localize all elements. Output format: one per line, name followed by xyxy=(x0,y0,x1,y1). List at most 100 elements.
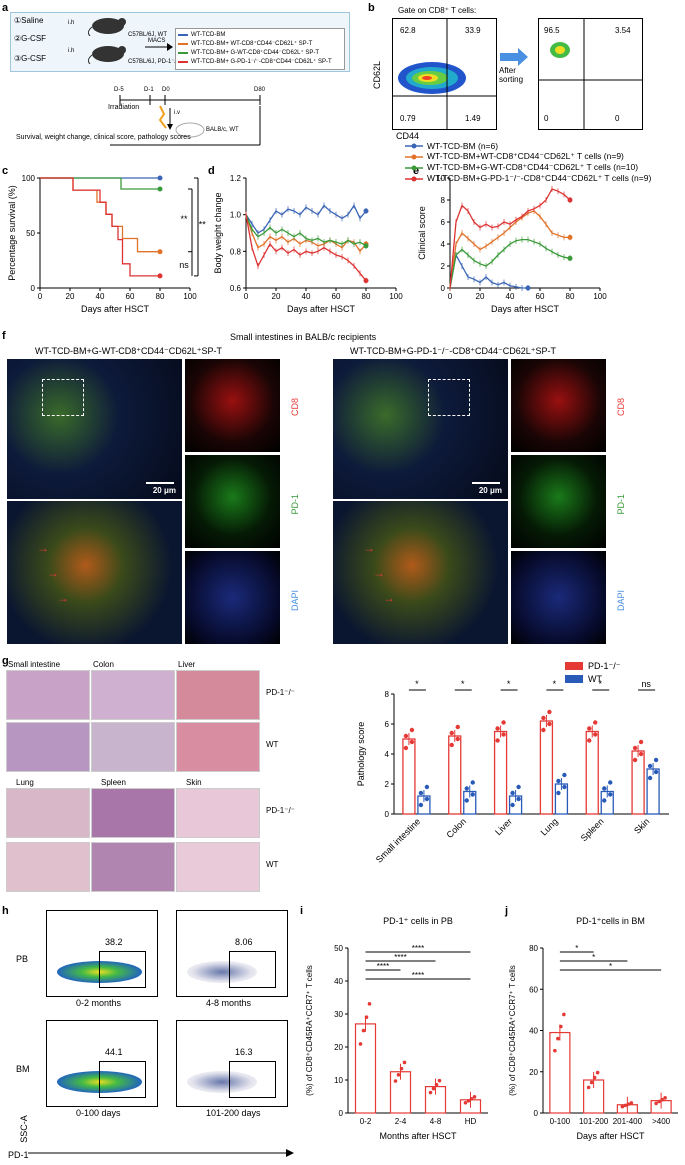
y-tick-label: 4 xyxy=(385,750,390,759)
mouse-icon-pd1 xyxy=(88,46,126,64)
data-point xyxy=(587,738,592,743)
data-point xyxy=(466,1098,471,1103)
y-tick-label: 6 xyxy=(441,218,446,227)
data-point xyxy=(638,739,644,745)
legend-entry: WT-TCD-BM (n=6) xyxy=(405,140,651,151)
x-tick-label: Skin xyxy=(632,816,651,835)
legend-swatch xyxy=(178,33,188,36)
channel-image-cd8 xyxy=(184,358,281,453)
mouse-icon-wt xyxy=(88,18,126,36)
series-endpoint xyxy=(363,278,369,284)
y-tick-label: 40 xyxy=(529,1027,538,1036)
data-point xyxy=(547,709,552,715)
cell-cloud xyxy=(187,961,257,983)
x-tick-label: HD xyxy=(465,1117,477,1126)
legend-text: WT-TCD-BM+ WT-CD8⁺CD44⁻CD62L⁺ SP-T xyxy=(191,41,313,47)
channel-image-dapi xyxy=(510,550,607,645)
x-tick-label: 60 xyxy=(536,292,545,301)
sig-annotation: **** xyxy=(377,962,389,971)
pd1-flow-panel: PB BM SSC-A PD-1 38.2 0-2 months 8.06 4-8 month… xyxy=(6,910,301,1165)
time-label: 0-2 months xyxy=(76,998,122,1008)
data-point xyxy=(556,790,561,796)
flow-plot: 8.06 xyxy=(176,910,288,997)
legend-swatch xyxy=(178,60,188,63)
sig-annotation: **** xyxy=(412,971,424,980)
he-image xyxy=(176,722,260,772)
channel-label: DAPI xyxy=(290,590,300,612)
data-point xyxy=(562,772,567,778)
y-axis-label: SSC-A xyxy=(18,1115,29,1143)
data-point xyxy=(654,1101,658,1106)
data-point xyxy=(510,802,515,808)
data-point xyxy=(403,745,409,751)
y-axis-label: (%) of CD8⁺CD45RA⁺CCR7⁺ T cells xyxy=(508,965,517,1096)
x-tick-label: 100 xyxy=(183,292,197,301)
data-point xyxy=(358,1042,363,1046)
data-point xyxy=(428,1090,433,1095)
y-tick-label: 10 xyxy=(334,1076,343,1085)
channel-label: DAPI xyxy=(616,590,626,612)
x-tick-label: 100 xyxy=(389,292,403,301)
data-point xyxy=(559,1024,563,1029)
timeline-d-1: D-1 xyxy=(144,87,154,93)
sig-annotation: ns xyxy=(641,679,651,689)
x-tick-label: 20 xyxy=(66,292,75,301)
legend-text: WT-TCD-BM xyxy=(191,31,226,38)
legend-marker xyxy=(405,154,423,159)
sorting-label: After sorting xyxy=(499,66,524,84)
channel-image-cd8 xyxy=(510,358,607,453)
gate-box xyxy=(99,1061,146,1098)
series-line-3 xyxy=(40,177,160,277)
flow-plot: 16.3 xyxy=(176,1020,288,1107)
scale-bar-label: 20 μm xyxy=(478,486,502,495)
merged-image-overview: 20 μm xyxy=(6,358,183,500)
panel-a-schematic: ①Saline ②G-CSF ③G-CSF i.h i.h C57BL/6J, … xyxy=(10,12,355,152)
data-point xyxy=(472,1095,477,1099)
data-point xyxy=(403,733,409,739)
x-tick-label: Spleen xyxy=(579,816,606,843)
row-label-pb: PB xyxy=(16,954,29,964)
y-axis-label: Clinical score xyxy=(417,206,427,260)
scale-bar xyxy=(146,482,174,484)
data-point xyxy=(418,802,424,808)
data-point xyxy=(626,1102,631,1106)
outcomes-label: Survival, weight change, clinical score,… xyxy=(16,134,191,141)
data-point xyxy=(632,757,638,763)
data-point xyxy=(424,784,430,790)
scale-bar xyxy=(472,482,500,484)
data-point xyxy=(361,1028,366,1033)
x-tick-label: Liver xyxy=(493,816,514,837)
data-point xyxy=(501,732,506,737)
y-tick-label: 40 xyxy=(334,977,343,986)
channel-image-dapi xyxy=(184,550,281,645)
x-tick-label: 0 xyxy=(38,292,43,301)
timeline xyxy=(110,95,261,146)
data-point xyxy=(464,798,469,803)
data-point xyxy=(434,1082,439,1087)
he-image xyxy=(91,722,175,772)
merged-image-overview: 20 μm xyxy=(332,358,509,500)
data-point xyxy=(587,726,592,731)
y-axis-label: Pathology score xyxy=(356,722,366,787)
gate-value: 8.06 xyxy=(235,937,253,947)
survival-chart: 0 20 40 60 80 100 0 50 100 Days after HSCT Percent… xyxy=(7,174,206,314)
panel-label-f: f xyxy=(2,330,6,342)
x-tick-label: 40 xyxy=(506,292,515,301)
data-point xyxy=(589,1080,594,1085)
data-point xyxy=(556,1036,560,1041)
tissue-label: Liver xyxy=(178,660,196,669)
legend-swatch xyxy=(565,662,583,670)
legend-swatch xyxy=(178,42,188,45)
cell-arrow: → xyxy=(383,591,395,605)
gate-value: 44.1 xyxy=(105,1047,123,1057)
series-endpoint xyxy=(157,273,163,279)
x-tick-label: 20 xyxy=(476,292,485,301)
x-tick-label: 0 xyxy=(448,292,453,301)
data-point xyxy=(409,739,415,745)
flow-plot: 38.2 xyxy=(46,910,158,997)
sig-annotation: * xyxy=(592,953,595,962)
mouse-label-pd1: C57BL/6J, PD-1⁻/⁻ xyxy=(128,59,180,65)
body-weight-chart: 0 20 40 60 80 100 0.6 0.8 1.0 1.2 Days after HSCT B… xyxy=(213,174,403,314)
tissue-label: Spleen xyxy=(101,778,126,787)
legend-label: WT xyxy=(588,674,602,684)
